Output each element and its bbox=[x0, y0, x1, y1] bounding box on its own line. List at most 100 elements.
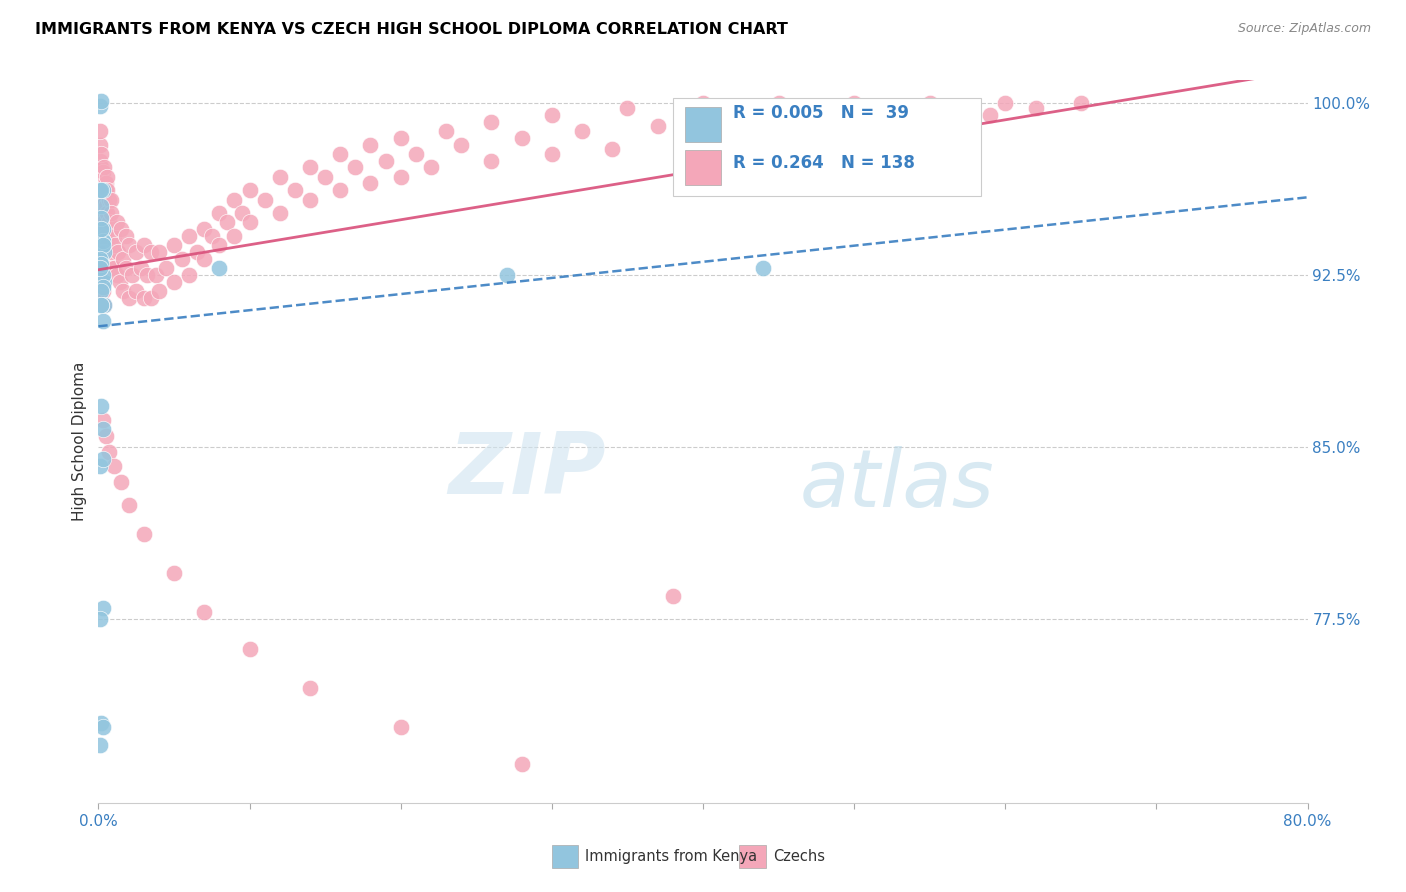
Text: ZIP: ZIP bbox=[449, 429, 606, 512]
Point bbox=[1070, 96, 1092, 111]
Point bbox=[89, 183, 111, 197]
Point bbox=[360, 137, 382, 152]
Point bbox=[918, 96, 941, 111]
Point bbox=[723, 114, 745, 128]
Point bbox=[1024, 101, 1046, 115]
Point bbox=[434, 124, 457, 138]
Point bbox=[91, 165, 114, 179]
Point bbox=[389, 720, 412, 734]
Point bbox=[344, 161, 367, 175]
Point bbox=[110, 475, 132, 489]
Point bbox=[98, 445, 121, 459]
Text: R = 0.264   N = 138: R = 0.264 N = 138 bbox=[734, 154, 915, 172]
Point bbox=[239, 183, 262, 197]
Point bbox=[208, 238, 231, 252]
Point bbox=[89, 245, 111, 260]
Point bbox=[89, 261, 111, 276]
Point bbox=[90, 275, 112, 289]
Point bbox=[90, 161, 112, 175]
Point bbox=[91, 238, 114, 252]
Point bbox=[949, 101, 972, 115]
Text: IMMIGRANTS FROM KENYA VS CZECH HIGH SCHOOL DIPLOMA CORRELATION CHART: IMMIGRANTS FROM KENYA VS CZECH HIGH SCHO… bbox=[35, 22, 787, 37]
Point bbox=[105, 268, 128, 283]
Point bbox=[844, 96, 866, 111]
Point bbox=[89, 98, 111, 112]
Point bbox=[994, 96, 1017, 111]
Point bbox=[91, 422, 114, 436]
Point bbox=[93, 193, 115, 207]
Point bbox=[89, 252, 111, 267]
Point bbox=[93, 298, 115, 312]
Point bbox=[170, 252, 193, 267]
Point bbox=[540, 146, 562, 161]
Point bbox=[90, 183, 112, 197]
FancyBboxPatch shape bbox=[551, 845, 578, 868]
Point bbox=[101, 245, 124, 260]
Point bbox=[284, 183, 307, 197]
Text: atlas: atlas bbox=[800, 446, 994, 524]
Point bbox=[329, 146, 352, 161]
Point bbox=[91, 234, 114, 248]
Point bbox=[208, 206, 231, 220]
Point bbox=[108, 275, 131, 289]
Text: Immigrants from Kenya: Immigrants from Kenya bbox=[585, 849, 756, 863]
Point bbox=[481, 153, 503, 168]
Point bbox=[91, 222, 114, 236]
Point bbox=[148, 285, 170, 299]
Point bbox=[90, 298, 112, 312]
Point bbox=[481, 114, 503, 128]
Point bbox=[495, 268, 517, 283]
Point bbox=[676, 137, 699, 152]
Point bbox=[125, 245, 148, 260]
Point bbox=[752, 261, 775, 276]
Point bbox=[405, 146, 427, 161]
Point bbox=[616, 101, 638, 115]
Point bbox=[89, 739, 111, 753]
Point bbox=[121, 268, 143, 283]
Point bbox=[540, 108, 562, 122]
Point bbox=[828, 124, 851, 138]
Point bbox=[107, 245, 129, 260]
Point bbox=[329, 183, 352, 197]
Point bbox=[90, 298, 112, 312]
Point bbox=[193, 222, 215, 236]
Point bbox=[96, 169, 118, 184]
Point bbox=[104, 238, 127, 252]
Point bbox=[89, 261, 111, 276]
Point bbox=[98, 193, 121, 207]
Point bbox=[132, 291, 155, 305]
Point bbox=[110, 222, 132, 236]
Point bbox=[94, 183, 117, 197]
Point bbox=[90, 257, 112, 271]
Point bbox=[90, 169, 112, 184]
Point bbox=[91, 720, 114, 734]
Point bbox=[91, 183, 114, 197]
Point bbox=[90, 199, 112, 213]
Point bbox=[100, 261, 122, 276]
Point bbox=[103, 229, 125, 244]
Point bbox=[100, 206, 122, 220]
Point bbox=[224, 229, 246, 244]
Point bbox=[231, 206, 253, 220]
Point bbox=[239, 642, 262, 657]
Point bbox=[96, 238, 118, 252]
Point bbox=[215, 215, 238, 229]
Point bbox=[224, 193, 246, 207]
Point bbox=[91, 279, 114, 293]
Point bbox=[145, 268, 167, 283]
Point bbox=[193, 252, 215, 267]
Point bbox=[90, 715, 112, 730]
Point bbox=[118, 291, 141, 305]
Point bbox=[314, 169, 336, 184]
Point bbox=[89, 153, 111, 168]
Point bbox=[93, 298, 115, 312]
Point bbox=[94, 222, 117, 236]
Point bbox=[141, 245, 163, 260]
Point bbox=[105, 215, 128, 229]
Point bbox=[91, 314, 114, 328]
Point bbox=[129, 261, 152, 276]
Point bbox=[692, 96, 714, 111]
Point bbox=[118, 238, 141, 252]
Point bbox=[389, 130, 412, 145]
Point bbox=[89, 124, 111, 138]
